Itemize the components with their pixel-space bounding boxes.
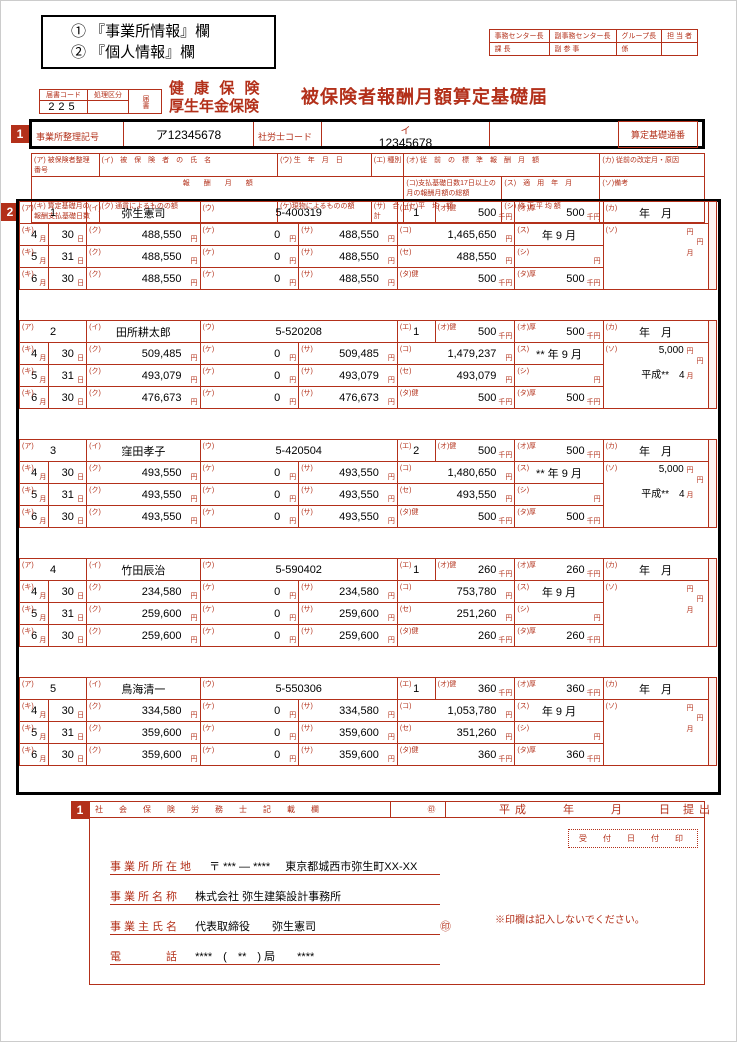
hdr-a: (ア) 被保険者整理番号 — [32, 154, 100, 177]
hdr-cell: グループ長 — [616, 30, 662, 43]
hdr-c: (ウ) 生 年 月 日 — [278, 154, 372, 177]
i-label: イ — [322, 122, 489, 137]
addr-val: 東京都城西市弥生町XX-XX — [285, 861, 417, 873]
person-block: (ア)2(イ)田所耕太郎(ウ)5-520208(エ)1(オ)健500千円(オ)厚… — [19, 320, 717, 438]
person-block: (ア)1(イ)弥生憲司(ウ)5-400319(エ)1(オ)健500千円(オ)厚5… — [19, 201, 717, 319]
tel-label: 電 話 — [110, 951, 180, 963]
i-value: 12345678 — [322, 137, 489, 149]
hdr-cell: 副事務センター長 — [549, 30, 616, 43]
owner-val: 代表取締役 弥生憲司 — [195, 921, 316, 933]
hdr-f: (カ) 従前の改定月・原因 — [600, 154, 705, 177]
footer-box: 社 会 保 険 労 務 士 記 載 欄 ㊞ 事業所所在地 〒 *** ― ***… — [89, 801, 705, 985]
legend-box: ① 『事業所情報』欄 ② 『個人情報』欄 — [41, 15, 276, 69]
addr-pre: 〒 *** ― **** — [209, 861, 270, 873]
sr-section-label: 社 会 保 険 労 務 士 記 載 欄 — [90, 802, 390, 818]
person-block: (ア)4(イ)竹田辰治(ウ)5-590402(エ)1(オ)健260千円(オ)厚2… — [19, 558, 717, 676]
addr-label: 事業所所在地 — [110, 861, 194, 873]
hdr-i: (ス) 適 用 年 月 — [502, 177, 600, 200]
office-row: 事業所整理記号 ア12345678 社労士コード イ 12345678 — [29, 119, 705, 149]
office-code-value: ア12345678 — [124, 122, 254, 146]
legend-line-1: ① 『事業所情報』欄 — [71, 23, 210, 40]
hdr-cell — [662, 43, 698, 56]
seal-mark-2: ㊞ — [440, 918, 451, 934]
owner-label: 事業主氏名 — [110, 921, 180, 933]
coname-val: 株式会社 弥生建築設計事務所 — [195, 891, 341, 903]
tel-val: **** ( ** ) 局 **** — [195, 951, 314, 963]
person-block: (ア)3(イ)窪田孝子(ウ)5-420504(エ)2(オ)健500千円(オ)厚5… — [19, 439, 717, 557]
code-val-1: 225 — [40, 101, 88, 114]
notice-box: 算定基礎通番 — [618, 121, 698, 148]
badge-footer-1: 1 — [71, 801, 89, 819]
hdr-cell: 担 当 者 — [662, 30, 698, 43]
hdr-cell: 事務センター長 — [489, 30, 549, 43]
code-lbl-1: 届書コード — [40, 90, 88, 101]
hdr-cell: 係 — [616, 43, 662, 56]
person-block: (ア)5(イ)鳥海清一(ウ)5-550306(エ)1(オ)健360千円(オ)厚3… — [19, 677, 717, 795]
hdr-g: 報 酬 月 額 — [32, 177, 404, 200]
code-lbl-2: 処理区分 — [88, 90, 129, 101]
code-box: 届書コード 処理区分 届書 225 — [39, 89, 162, 114]
hdr-e: (オ) 従 前 の 標 準 報 酬 月 額 — [404, 154, 600, 177]
sr-code-label: 社労士コード — [254, 122, 322, 146]
title-line-2: 厚生年金保険 — [169, 95, 259, 116]
title-main: 被保険者報酬月額算定基礎届 — [301, 83, 548, 109]
approval-grid: 事務センター長 副事務センター長 グループ長 担 当 者 課 長 副 参 事 係 — [489, 29, 698, 56]
hdr-cell: 副 参 事 — [549, 43, 616, 56]
hdr-b: (イ) 被 保 険 者 の 氏 名 — [99, 154, 278, 177]
code-val-2 — [88, 101, 129, 114]
form-page: ① 『事業所情報』欄 ② 『個人情報』欄 // rebuild legend p… — [0, 0, 737, 1042]
badge-1: 1 — [11, 125, 29, 143]
hdr-cell: 課 長 — [489, 43, 549, 56]
office-code-label: 事業所整理記号 — [32, 122, 124, 146]
legend-line-2: ② 『個人情報』欄 — [71, 44, 195, 61]
hdr-h: (コ)支払基礎日数17日以上の月の報酬月額の総額 — [404, 177, 502, 200]
seal-mark-1: ㊞ — [390, 802, 445, 818]
hdr-d: (エ) 種別 — [371, 154, 404, 177]
coname-label: 事業所名称 — [110, 891, 180, 903]
code-side: 届書 — [129, 90, 162, 114]
